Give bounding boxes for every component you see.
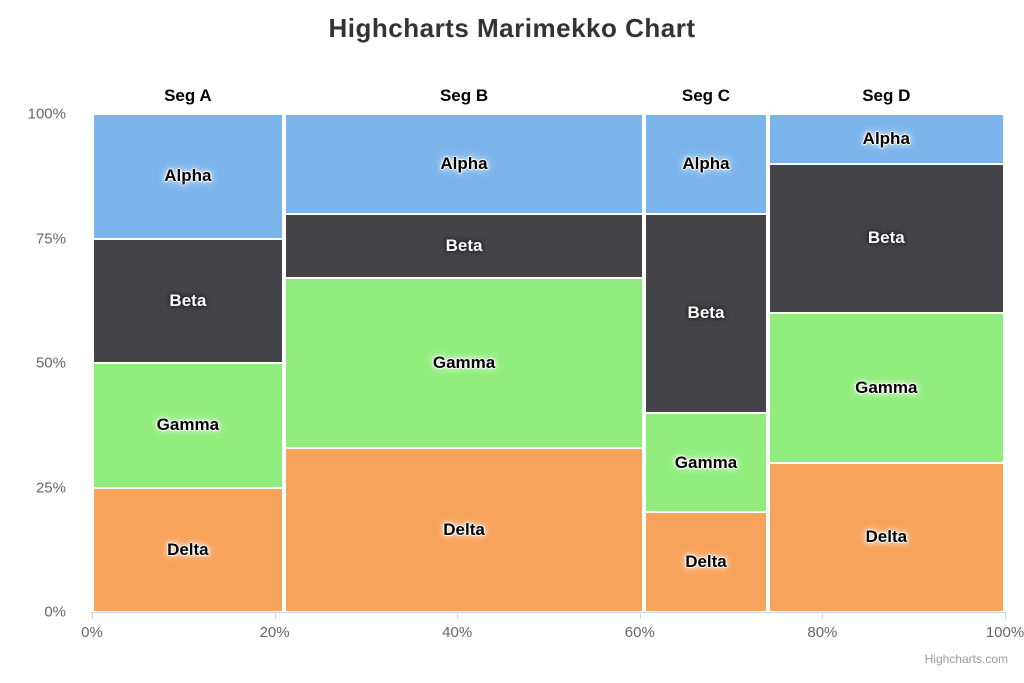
block-seg-b-gamma[interactable]: Gamma [283, 278, 645, 448]
block-seg-a-gamma[interactable]: Gamma [92, 363, 284, 488]
highcharts-credit-link[interactable]: Highcharts.com [924, 652, 1008, 666]
block-seg-a-beta[interactable]: Beta [92, 238, 284, 363]
column-seg-d: Alpha Beta Gamma Delta [767, 114, 1005, 612]
x-axis-tick [822, 613, 823, 619]
y-axis-label-0pct: 0% [44, 603, 66, 621]
block-seg-b-delta[interactable]: Delta [283, 447, 645, 612]
segment-label-seg-b: Seg B [439, 86, 489, 105]
column-seg-b: Alpha Beta Gamma Delta [283, 114, 645, 612]
data-label-seg-b-delta: Delta [443, 519, 485, 539]
y-axis-label-100pct: 100% [27, 105, 66, 123]
block-seg-c-beta[interactable]: Beta [644, 213, 768, 413]
y-axis: 100% 75% 50% 25% 0% [0, 106, 66, 621]
column-seg-c: Alpha Beta Gamma Delta [644, 114, 768, 612]
x-axis-tick [1005, 613, 1006, 619]
plot-area: Alpha Beta Gamma Delta Alpha Beta Gamma Delta Al… [92, 114, 1005, 612]
x-axis-line [91, 612, 1006, 613]
block-seg-c-gamma[interactable]: Gamma [644, 412, 768, 513]
data-label-seg-b-alpha: Alpha [440, 153, 488, 173]
segment-header-row: Seg A Seg B Seg C Seg D [92, 86, 1005, 110]
data-label-seg-c-alpha: Alpha [682, 153, 730, 173]
x-axis-label-80pct: 80% [807, 624, 838, 641]
block-seg-b-alpha[interactable]: Alpha [283, 114, 645, 214]
block-seg-d-delta[interactable]: Delta [767, 462, 1005, 612]
x-axis: 0% 20% 40% 60% 80% 100% [81, 624, 1024, 644]
block-seg-d-gamma[interactable]: Gamma [767, 313, 1005, 463]
data-label-seg-c-gamma: Gamma [674, 452, 738, 472]
data-label-seg-d-beta: Beta [867, 228, 905, 248]
data-label-seg-a-alpha: Alpha [164, 166, 212, 186]
block-seg-c-delta[interactable]: Delta [644, 512, 768, 612]
x-axis-label-20pct: 20% [259, 624, 290, 641]
block-seg-b-beta[interactable]: Beta [283, 213, 645, 279]
block-seg-d-alpha[interactable]: Alpha [767, 114, 1005, 164]
x-axis-label-0pct: 0% [81, 624, 103, 641]
data-label-seg-c-beta: Beta [687, 303, 725, 323]
block-seg-c-alpha[interactable]: Alpha [644, 114, 768, 214]
data-label-seg-a-gamma: Gamma [156, 415, 220, 435]
x-axis-tick [92, 613, 93, 619]
block-seg-d-beta[interactable]: Beta [767, 163, 1005, 314]
data-label-seg-b-beta: Beta [445, 235, 483, 255]
data-label-seg-a-beta: Beta [169, 290, 207, 310]
y-axis-label-25pct: 25% [35, 479, 66, 496]
data-label-seg-b-gamma: Gamma [432, 352, 496, 372]
block-seg-a-delta[interactable]: Delta [92, 487, 284, 612]
y-axis-label-75pct: 75% [35, 230, 66, 247]
x-axis-label-60pct: 60% [624, 624, 655, 641]
x-axis-label-100pct: 100% [985, 624, 1024, 641]
segment-label-seg-c: Seg C [681, 86, 731, 105]
x-axis-label-40pct: 40% [442, 624, 473, 641]
data-label-seg-d-alpha: Alpha [862, 128, 910, 148]
x-axis-tick [275, 613, 276, 619]
x-axis-tick [457, 613, 458, 619]
data-label-seg-a-delta: Delta [167, 539, 209, 559]
data-label-seg-d-delta: Delta [865, 527, 908, 547]
y-axis-label-50pct: 50% [35, 354, 66, 372]
x-axis-tick [640, 613, 641, 619]
segment-label-seg-d: Seg D [862, 86, 911, 105]
block-seg-a-alpha[interactable]: Alpha [92, 114, 284, 239]
data-label-seg-c-delta: Delta [685, 552, 727, 572]
chart-title: Highcharts Marimekko Chart [328, 13, 696, 43]
column-seg-a: Alpha Beta Gamma Delta [92, 114, 284, 612]
data-label-seg-d-gamma: Gamma [855, 377, 918, 397]
segment-label-seg-a: Seg A [164, 86, 212, 105]
